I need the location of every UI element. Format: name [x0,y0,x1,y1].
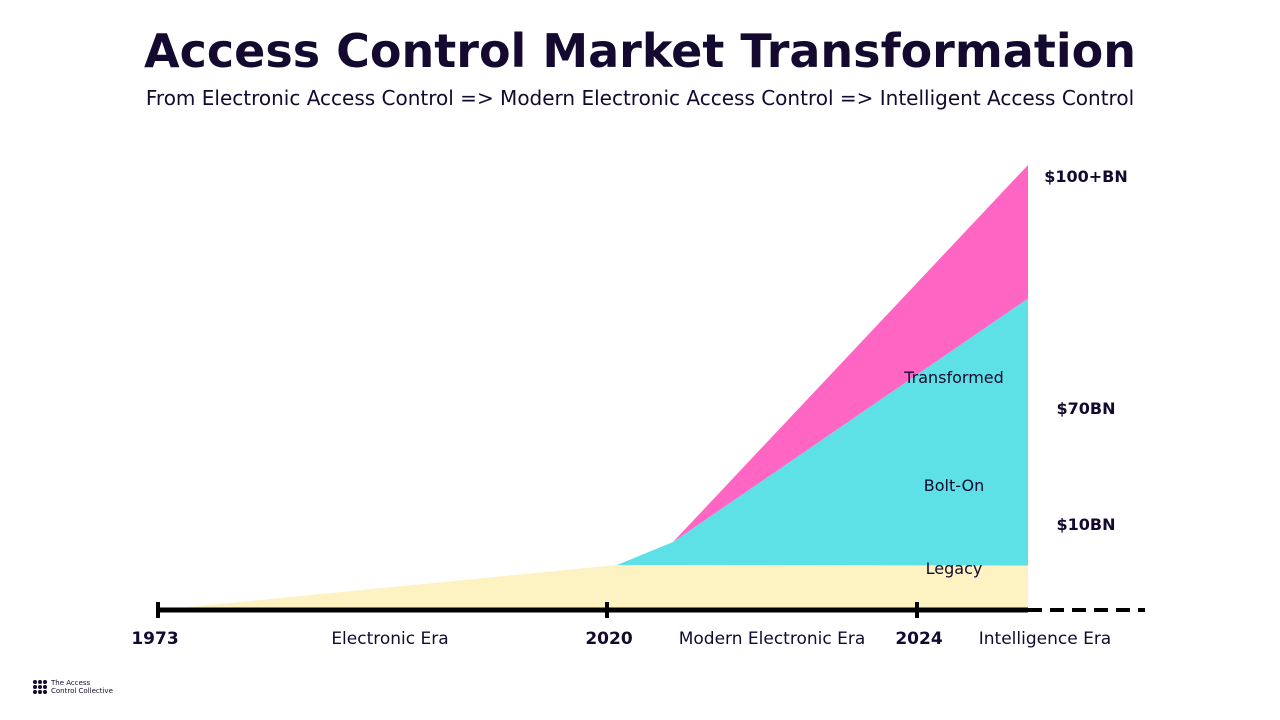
segment-label-legacy: Legacy [926,559,983,578]
logo-line-1: The Access [51,679,91,687]
page-title: Access Control Market Transformation [144,24,1136,78]
value-label-70bn: $70BN [1057,399,1116,418]
era-label-electronic: Electronic Era [331,629,448,649]
year-label-2020: 2020 [585,629,632,649]
segment-label-bolt-on: Bolt-On [924,476,984,495]
value-label-100bn: $100+BN [1044,167,1128,186]
logo-line-2: Control Collective [51,687,113,695]
area-legacy [158,565,1028,610]
page-subtitle: From Electronic Access Control => Modern… [145,86,1135,110]
era-label-modern-electronic: Modern Electronic Era [679,629,866,649]
year-label-1973: 1973 [131,629,178,649]
area-transformed [673,165,1028,542]
era-label-intelligence: Intelligence Era [979,629,1111,649]
segment-label-transformed: Transformed [903,368,1004,387]
logo-dots-icon [33,680,47,694]
year-label-2024: 2024 [895,629,942,649]
logo-text: The Access Control Collective [51,679,113,695]
brand-logo: The Access Control Collective [33,679,113,695]
value-label-10bn: $10BN [1057,515,1116,534]
area-bolt-on [617,298,1028,566]
